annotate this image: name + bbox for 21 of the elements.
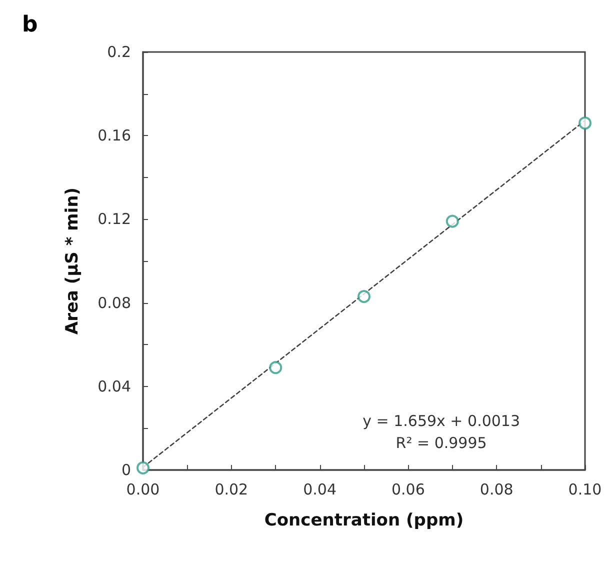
point (136, 461, 150, 474)
x-tick-label: 0.10 (568, 480, 602, 498)
x-tick-label: 0.06 (391, 480, 425, 498)
y-tick-label: 0.08 (98, 294, 131, 312)
y-tick-label: 0.04 (98, 377, 131, 396)
text: b (22, 12, 38, 38)
point (269, 361, 282, 374)
x-tick-label: 0.02 (214, 480, 248, 498)
x-tick-label: 0.08 (480, 480, 514, 498)
point (358, 290, 370, 304)
y-tick-label: 0 (121, 461, 131, 479)
point (446, 214, 459, 228)
y-tick-label: 0.2 (107, 43, 131, 61)
annotation: y = 1.659x + 0.0013 R² = 0.9995 (362, 412, 520, 452)
point (578, 116, 592, 130)
y-tick-label: 0.16 (98, 126, 131, 145)
y-axis-title: Area (µS * min) (62, 187, 82, 335)
x-tick-label: 0.00 (126, 480, 160, 498)
x-tick-label: 0.04 (303, 480, 337, 498)
x-axis-title: Concentration (ppm) (264, 510, 464, 530)
y-tick-label: 0.12 (98, 210, 131, 228)
